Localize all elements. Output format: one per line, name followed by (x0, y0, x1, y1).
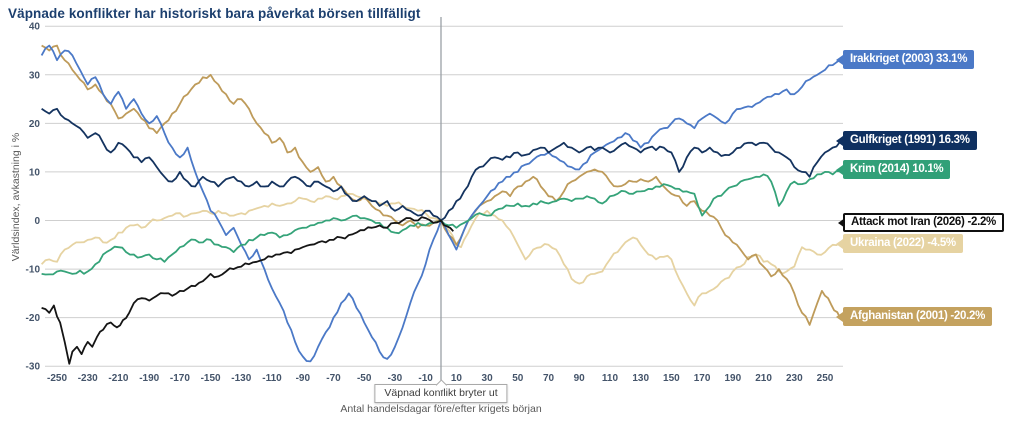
y-tick-label: 30 (29, 70, 41, 81)
x-tick-label: -110 (262, 373, 282, 384)
x-tick-label: -250 (47, 373, 67, 384)
y-tick-label: -20 (26, 313, 41, 324)
y-axis-title: Världsindex, avkastning i % (10, 132, 22, 262)
y-tick-label: 10 (29, 167, 41, 178)
y-tick-label: 20 (29, 119, 41, 130)
x-tick-label: 50 (512, 373, 524, 384)
x-tick-label: 110 (602, 373, 619, 384)
x-tick-label: -210 (108, 373, 128, 384)
series-label-irakkriget: Irakkriget (2003) 33.1% (843, 50, 975, 69)
x-tick-label: 210 (755, 373, 772, 384)
x-tick-label: -10 (418, 373, 433, 384)
x-tick-label: 130 (632, 373, 649, 384)
y-tick-label: -10 (26, 265, 41, 276)
x-axis-title: Antal handelsdagar före/efter krigets bö… (340, 403, 542, 415)
series-line-attack-mot-iran (41, 216, 454, 365)
x-tick-label: 30 (482, 373, 494, 384)
x-tick-label: -190 (139, 373, 159, 384)
series-label-ukraina: Ukraina (2022) -4.5% (843, 234, 963, 253)
x-tick-label: -230 (78, 373, 98, 384)
x-tick-label: 250 (817, 373, 834, 384)
x-tick-label: 230 (786, 373, 803, 384)
event-tooltip: Väpnad konflikt bryter ut (374, 378, 508, 403)
x-tick-label: -150 (201, 373, 221, 384)
series-label-attack-mot-iran: Attack mot Iran (2026) -2.2% (843, 213, 1004, 232)
x-tick-label: 10 (451, 373, 463, 384)
x-tick-label: -90 (296, 373, 311, 384)
series-label-gulfkriget: Gulfkriget (1991) 16.3% (843, 131, 977, 150)
x-tick-label: 150 (663, 373, 680, 384)
x-tick-label: -130 (231, 373, 251, 384)
event-tooltip-label: Väpnad konflikt bryter ut (384, 387, 498, 399)
x-tick-label: -50 (357, 373, 372, 384)
series-label-afghanistan: Afghanistan (2001) -20.2% (843, 307, 993, 326)
y-tick-label: 40 (29, 22, 41, 33)
y-tick-label: 0 (34, 216, 40, 227)
x-tick-label: -30 (388, 373, 403, 384)
x-tick-label: 70 (543, 373, 555, 384)
series-label-krim: Krim (2014) 10.1% (843, 160, 951, 179)
y-tick-label: -30 (26, 362, 41, 373)
x-tick-label: 170 (694, 373, 711, 384)
x-tick-label: 190 (724, 373, 741, 384)
x-tick-label: -70 (326, 373, 341, 384)
chart-title: Väpnade konflikter har historiskt bara p… (8, 6, 421, 21)
x-tick-label: -170 (170, 373, 190, 384)
x-tick-label: 90 (574, 373, 586, 384)
